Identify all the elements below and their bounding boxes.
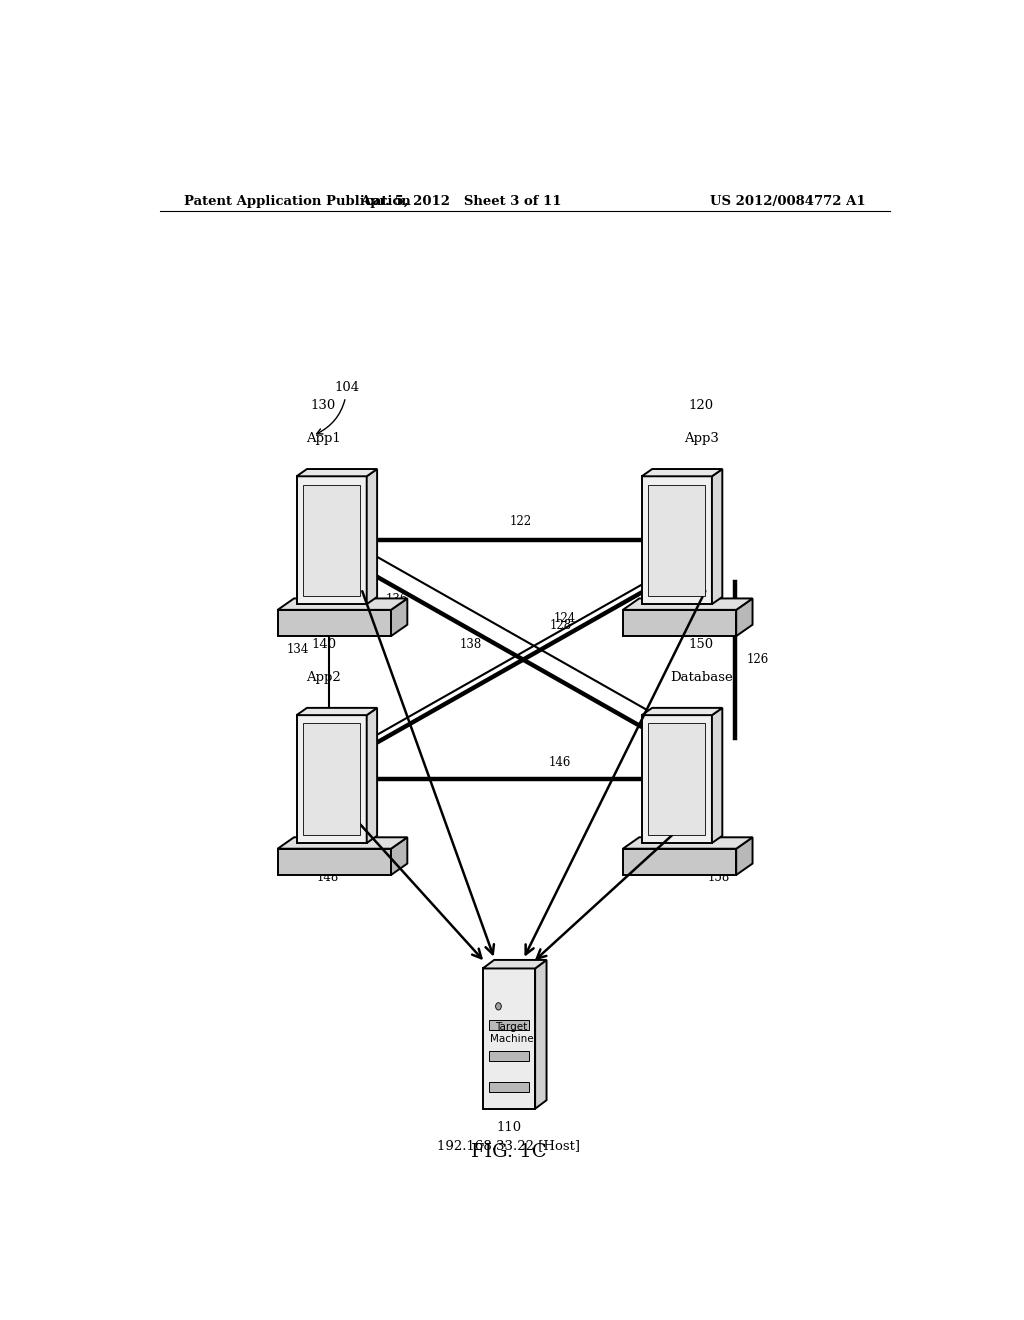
Polygon shape <box>623 837 753 849</box>
Polygon shape <box>303 723 360 834</box>
Polygon shape <box>648 723 706 834</box>
Polygon shape <box>482 969 536 1109</box>
Text: Target
Machine: Target Machine <box>489 1022 534 1044</box>
Polygon shape <box>297 477 367 605</box>
Polygon shape <box>642 469 722 477</box>
Text: US 2012/0084772 A1: US 2012/0084772 A1 <box>711 194 866 207</box>
Polygon shape <box>297 469 377 477</box>
Text: 126: 126 <box>746 653 769 667</box>
Text: 110: 110 <box>497 1121 521 1134</box>
Polygon shape <box>297 708 377 715</box>
Text: 158: 158 <box>708 871 730 884</box>
Polygon shape <box>489 1020 528 1030</box>
Polygon shape <box>642 477 712 605</box>
Text: 122: 122 <box>509 515 531 528</box>
Text: 120: 120 <box>688 399 714 412</box>
Polygon shape <box>623 610 736 636</box>
Polygon shape <box>712 469 722 605</box>
Text: FIG. 1C: FIG. 1C <box>471 1143 547 1162</box>
Polygon shape <box>623 849 736 875</box>
Text: 136: 136 <box>386 593 409 606</box>
Text: 150: 150 <box>688 638 714 651</box>
Polygon shape <box>278 849 391 875</box>
Text: Database: Database <box>670 671 732 684</box>
Text: 124: 124 <box>554 612 577 626</box>
Polygon shape <box>367 708 377 843</box>
Text: 192.168.33.22 [Host]: 192.168.33.22 [Host] <box>437 1139 581 1152</box>
Text: 138: 138 <box>460 638 482 651</box>
Polygon shape <box>391 837 408 875</box>
Text: 104: 104 <box>316 381 359 434</box>
Polygon shape <box>278 610 391 636</box>
Text: App1: App1 <box>306 432 341 445</box>
Text: 130: 130 <box>311 399 336 412</box>
Text: 140: 140 <box>311 638 336 651</box>
Circle shape <box>496 1003 502 1010</box>
Polygon shape <box>278 837 408 849</box>
Polygon shape <box>278 598 408 610</box>
Polygon shape <box>391 598 408 636</box>
Polygon shape <box>303 484 360 595</box>
Text: Apr. 5, 2012   Sheet 3 of 11: Apr. 5, 2012 Sheet 3 of 11 <box>360 194 562 207</box>
Text: Patent Application Publication: Patent Application Publication <box>183 194 411 207</box>
Polygon shape <box>482 960 547 969</box>
Text: 128: 128 <box>550 619 572 632</box>
Polygon shape <box>642 708 722 715</box>
Polygon shape <box>489 1082 528 1092</box>
Polygon shape <box>623 598 753 610</box>
Polygon shape <box>642 715 712 843</box>
Polygon shape <box>489 1051 528 1061</box>
Text: App2: App2 <box>306 671 341 684</box>
Polygon shape <box>297 715 367 843</box>
Polygon shape <box>712 708 722 843</box>
Polygon shape <box>648 484 706 595</box>
Polygon shape <box>367 469 377 605</box>
Polygon shape <box>736 837 753 875</box>
Polygon shape <box>536 960 547 1109</box>
Polygon shape <box>736 598 753 636</box>
Text: 146: 146 <box>549 756 570 770</box>
Text: 134: 134 <box>287 643 309 656</box>
Text: App3: App3 <box>684 432 719 445</box>
Text: 148: 148 <box>316 871 339 884</box>
